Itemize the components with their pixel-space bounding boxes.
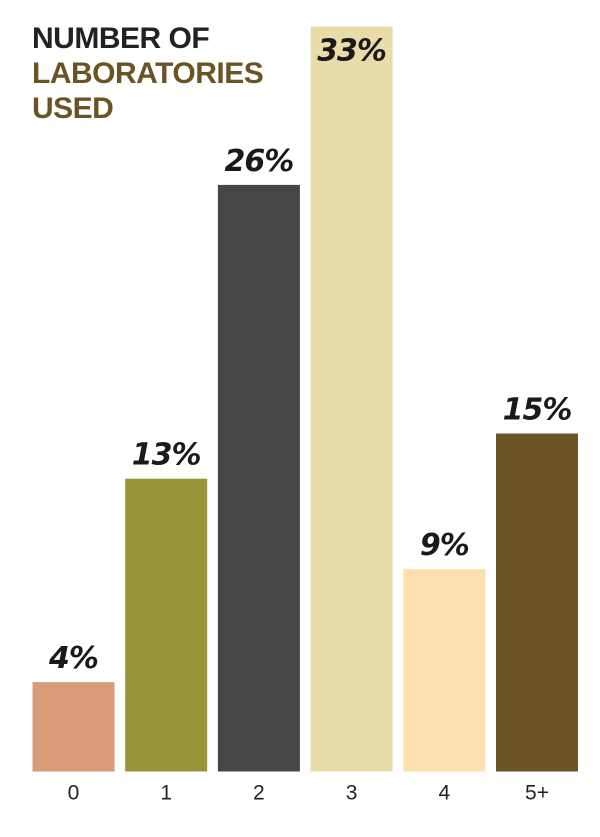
- value-label: 26%: [224, 144, 293, 179]
- x-tick-label: 4: [438, 782, 450, 805]
- bar: [31, 681, 116, 773]
- x-tick-label: 2: [253, 782, 265, 805]
- value-label: 4%: [48, 641, 98, 676]
- x-tick-label: 5+: [525, 782, 549, 805]
- bar: [216, 183, 301, 773]
- value-label: 15%: [503, 393, 572, 428]
- chart-title: NUMBER OF: [32, 22, 209, 55]
- bar: [402, 568, 487, 773]
- x-tick-label: 3: [346, 782, 358, 805]
- value-label: 9%: [420, 528, 469, 563]
- x-tick-label: 1: [160, 782, 172, 805]
- value-label: 33%: [317, 34, 386, 69]
- chart-title: LABORATORIES: [32, 57, 263, 90]
- x-tick-label: 0: [68, 782, 80, 805]
- bar: [309, 25, 394, 773]
- value-label: 13%: [132, 438, 201, 473]
- bar: [495, 432, 579, 773]
- bar: [124, 477, 209, 773]
- chart-title: USED: [32, 92, 113, 125]
